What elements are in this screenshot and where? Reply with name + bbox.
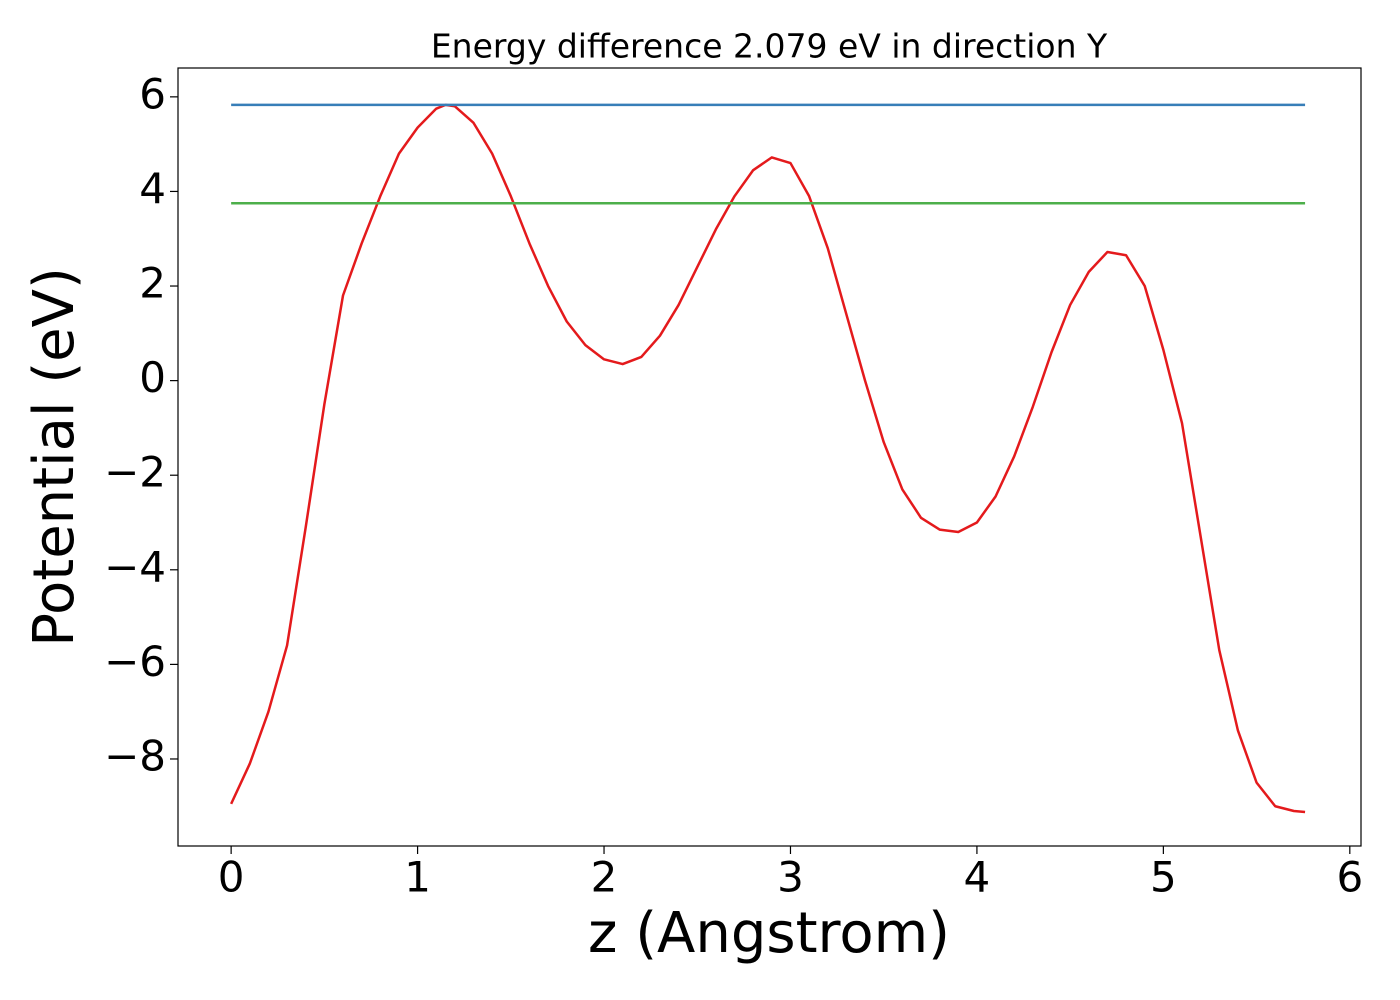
y-tick-label: −8 — [104, 731, 166, 780]
x-tick-label: 3 — [777, 853, 804, 902]
y-tick-label: 4 — [139, 164, 166, 213]
y-tick-label: 0 — [139, 353, 166, 402]
y-tick-label: −6 — [104, 637, 166, 686]
x-tick-label: 0 — [218, 853, 245, 902]
y-tick-label: 2 — [139, 259, 166, 308]
x-tick-label: 2 — [591, 853, 618, 902]
y-tick-label: −4 — [104, 542, 166, 591]
x-axis-label: z (Angstrom) — [588, 901, 950, 966]
y-axis-label: Potential (eV) — [22, 267, 87, 647]
x-tick-label: 5 — [1150, 853, 1177, 902]
y-tick-label: 6 — [139, 69, 166, 118]
x-tick-label: 1 — [404, 853, 431, 902]
x-tick-label: 6 — [1336, 853, 1363, 902]
y-tick-label: −2 — [104, 448, 166, 497]
x-tick-label: 4 — [964, 853, 991, 902]
chart-title: Energy difference 2.079 eV in direction … — [431, 27, 1108, 66]
series-line — [230, 103, 1306, 814]
plot-frame — [177, 67, 1362, 847]
